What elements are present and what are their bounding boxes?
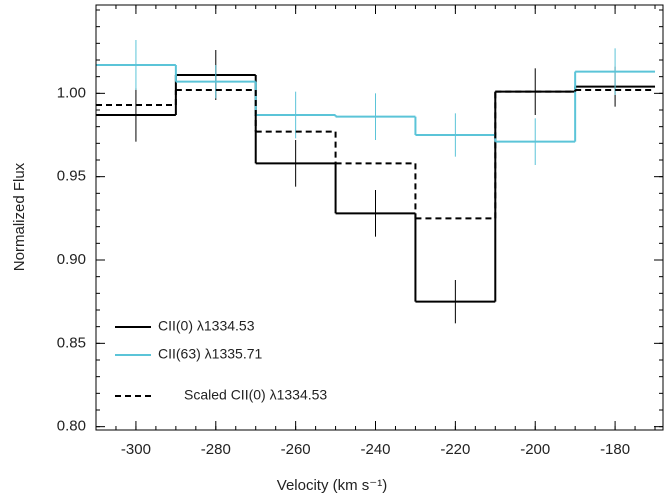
y-tick-label: 1.00 [57,84,86,101]
x-axis-label: Velocity (km s⁻¹) [277,477,387,494]
x-tick-label: -260 [281,441,311,458]
x-tick-label: -300 [121,441,151,458]
legend-label: CII(63) λ1335.71 [158,346,262,362]
y-tick-label: 0.85 [57,334,86,351]
legend-label: Scaled CII(0) λ1334.53 [184,387,327,403]
y-tick-label: 0.90 [57,251,86,268]
y-axis-label: Normalized Flux [11,162,28,271]
x-tick-label: -240 [360,441,390,458]
x-tick-label: -220 [440,441,470,458]
legend-label: CII(0) λ1334.53 [158,318,255,334]
plot-frame [95,4,664,431]
x-tick-label: -200 [520,441,550,458]
y-tick-label: 0.95 [57,168,86,185]
x-tick-label: -280 [201,441,231,458]
y-tick-label: 0.80 [57,418,86,435]
x-tick-label: -180 [600,441,630,458]
